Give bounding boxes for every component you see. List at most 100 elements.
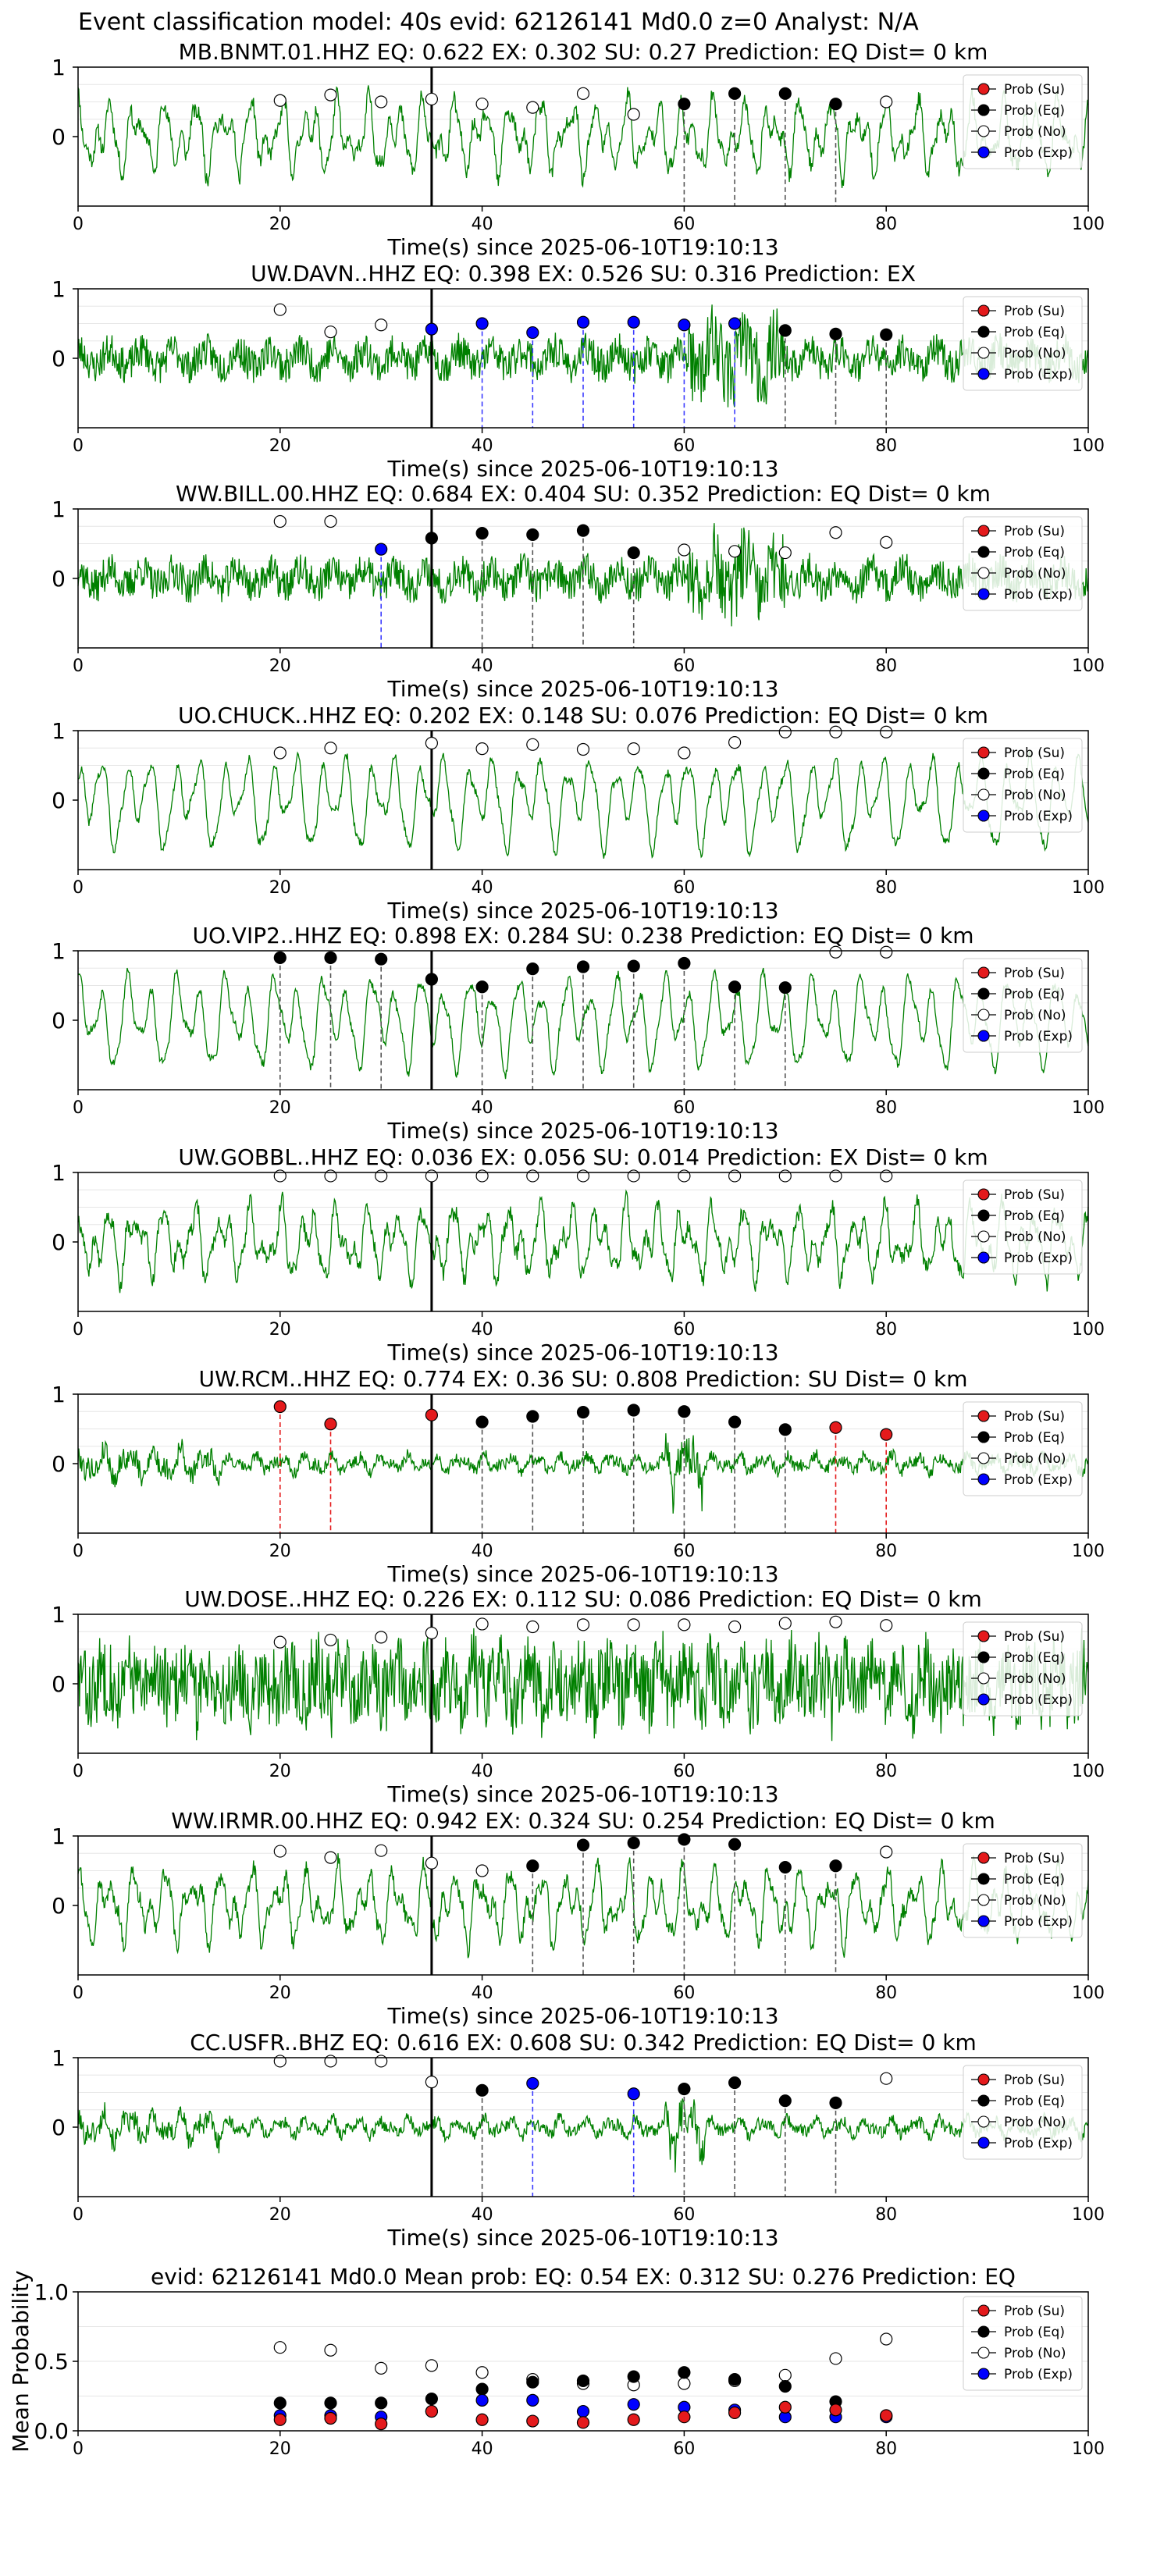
mean-probability-point bbox=[778, 2368, 792, 2382]
x-tick-label: 0 bbox=[73, 2205, 84, 2225]
y-tick-label: 1 bbox=[52, 1382, 66, 1407]
legend-label: Prob (Eq) bbox=[1004, 545, 1065, 560]
legend-box bbox=[963, 2065, 1083, 2160]
mean-probability-point bbox=[678, 2366, 691, 2379]
legend-label: Prob (Eq) bbox=[1004, 1430, 1065, 1446]
legend-label: Prob (Su) bbox=[1004, 1409, 1065, 1425]
probability-point bbox=[273, 303, 287, 316]
probability-point bbox=[576, 1169, 590, 1183]
legend-marker bbox=[977, 2325, 990, 2338]
x-tick-label: 20 bbox=[269, 1098, 291, 1118]
probability-point bbox=[324, 742, 337, 755]
figure-title: Event classification model: 40s evid: 62… bbox=[78, 9, 919, 36]
panel-title: UW.RCM..HHZ EQ: 0.774 EX: 0.36 SU: 0.808… bbox=[199, 1366, 968, 1392]
x-axis-label: Time(s) since 2025-06-10T19:10:13 bbox=[386, 1561, 778, 1587]
legend-marker bbox=[977, 987, 990, 1000]
probability-point bbox=[728, 87, 742, 100]
x-tick-label: 20 bbox=[269, 1762, 291, 1781]
probability-point bbox=[375, 543, 388, 556]
panel-title: UW.DOSE..HHZ EQ: 0.226 EX: 0.112 SU: 0.0… bbox=[184, 1586, 982, 1612]
probability-point bbox=[627, 108, 640, 121]
probability-point bbox=[728, 545, 742, 558]
legend-marker bbox=[977, 83, 990, 95]
x-tick-label: 20 bbox=[269, 1542, 291, 1561]
mean-probability-point bbox=[273, 2341, 287, 2354]
legend-label: Prob (Exp) bbox=[1004, 145, 1073, 161]
legend-marker bbox=[977, 304, 990, 317]
probability-point bbox=[475, 2083, 489, 2097]
probability-point bbox=[778, 1860, 792, 1874]
legend-marker bbox=[977, 2115, 990, 2128]
mean-probability-point bbox=[778, 2400, 792, 2414]
x-tick-label: 60 bbox=[673, 656, 695, 676]
probability-point bbox=[678, 2082, 691, 2096]
legend-box bbox=[963, 2296, 1083, 2391]
legend-marker bbox=[977, 1894, 990, 1906]
probability-point bbox=[829, 1859, 842, 1873]
panel-title: MB.BNMT.01.HHZ EQ: 0.622 EX: 0.302 SU: 0… bbox=[179, 39, 988, 65]
probability-point bbox=[425, 1626, 439, 1640]
probability-point bbox=[576, 742, 590, 756]
legend-label: Prob (No) bbox=[1004, 566, 1066, 582]
legend-label: Prob (No) bbox=[1004, 124, 1066, 140]
probability-point bbox=[829, 945, 842, 959]
x-tick-label: 100 bbox=[1072, 878, 1105, 898]
x-tick-label: 60 bbox=[673, 1098, 695, 1118]
probability-point bbox=[375, 2055, 388, 2068]
x-axis-label: Time(s) since 2025-06-10T19:10:13 bbox=[386, 898, 778, 923]
x-tick-label: 0 bbox=[73, 656, 84, 676]
legend-marker bbox=[977, 2347, 990, 2359]
legend-label: Prob (Exp) bbox=[1004, 809, 1073, 824]
waveform-trace bbox=[77, 523, 1089, 627]
waveform-panel: WW.BILL.00.HHZ EQ: 0.684 EX: 0.404 SU: 0… bbox=[52, 481, 1105, 702]
legend-label: Prob (Su) bbox=[1004, 966, 1065, 981]
probability-point bbox=[678, 1405, 691, 1418]
probability-point bbox=[627, 1836, 640, 1849]
waveform-panel: UW.DOSE..HHZ EQ: 0.226 EX: 0.112 SU: 0.0… bbox=[52, 1586, 1105, 1807]
probability-point bbox=[273, 94, 287, 107]
x-tick-label: 20 bbox=[269, 878, 291, 898]
y-tick-label: 1 bbox=[52, 718, 66, 744]
x-tick-label: 80 bbox=[875, 878, 897, 898]
panel-title: UO.CHUCK..HHZ EQ: 0.202 EX: 0.148 SU: 0.… bbox=[178, 703, 988, 728]
probability-point bbox=[678, 1618, 691, 1631]
probability-point bbox=[678, 98, 691, 111]
probability-point bbox=[273, 1169, 287, 1183]
legend-marker bbox=[977, 326, 990, 338]
y-tick-label: 0 bbox=[52, 1008, 66, 1034]
probability-point bbox=[324, 514, 337, 528]
probability-point bbox=[425, 736, 439, 750]
x-tick-label: 100 bbox=[1072, 1542, 1105, 1561]
x-tick-label: 80 bbox=[875, 656, 897, 676]
legend-box bbox=[963, 296, 1083, 391]
y-tick-label: 0 bbox=[52, 2115, 66, 2140]
probability-point bbox=[880, 95, 893, 109]
panel-title: UW.DAVN..HHZ EQ: 0.398 EX: 0.526 SU: 0.3… bbox=[251, 261, 916, 286]
legend-marker bbox=[977, 347, 990, 359]
legend-label: Prob (Exp) bbox=[1004, 1914, 1073, 1930]
probability-point bbox=[829, 725, 842, 738]
x-tick-label: 20 bbox=[269, 2439, 291, 2459]
panel-title: CC.USFR..BHZ EQ: 0.616 EX: 0.608 SU: 0.3… bbox=[190, 2030, 977, 2055]
probability-point bbox=[425, 322, 439, 336]
x-tick-label: 60 bbox=[673, 1984, 695, 2003]
probability-point bbox=[880, 725, 893, 738]
legend-box bbox=[963, 516, 1083, 611]
legend-marker bbox=[977, 567, 990, 579]
legend-label: Prob (Su) bbox=[1004, 1187, 1065, 1203]
mean-probability-point bbox=[526, 2393, 539, 2407]
mean-probability-point bbox=[576, 2416, 590, 2429]
plot-area bbox=[78, 1172, 1088, 1311]
legend-box bbox=[963, 958, 1083, 1053]
y-tick-label: 1 bbox=[52, 2045, 66, 2071]
y-tick-label: 1 bbox=[52, 1602, 66, 1628]
legend-marker bbox=[977, 525, 990, 537]
legend-label: Prob (No) bbox=[1004, 1893, 1066, 1909]
x-tick-label: 40 bbox=[472, 1542, 493, 1561]
probability-point bbox=[576, 315, 590, 329]
y-tick-label: 0 bbox=[52, 1229, 66, 1255]
x-axis-label: Time(s) since 2025-06-10T19:10:13 bbox=[386, 2003, 778, 2029]
legend-box bbox=[963, 738, 1083, 833]
y-tick-label: 0.5 bbox=[34, 2349, 69, 2375]
legend-marker bbox=[977, 1693, 990, 1706]
